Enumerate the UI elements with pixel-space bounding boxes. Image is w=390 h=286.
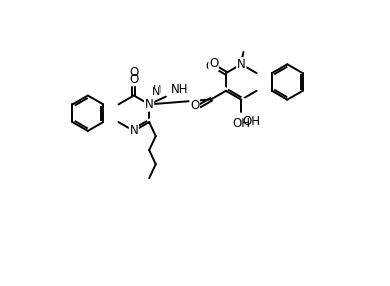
Text: N: N	[237, 58, 246, 71]
Text: N: N	[145, 98, 154, 111]
Text: O: O	[129, 66, 138, 79]
Text: OH: OH	[232, 117, 250, 130]
Text: O: O	[190, 99, 199, 112]
Text: N: N	[237, 58, 246, 71]
Text: N: N	[145, 98, 154, 111]
Text: N: N	[129, 124, 138, 138]
Text: O: O	[190, 99, 199, 112]
Text: O: O	[209, 57, 218, 70]
Text: N: N	[129, 124, 138, 138]
Text: NH: NH	[171, 82, 189, 95]
Text: H: H	[153, 85, 162, 95]
Text: O: O	[129, 73, 138, 86]
Text: OH: OH	[243, 115, 261, 128]
Text: N: N	[152, 87, 160, 97]
Text: O: O	[206, 59, 215, 73]
Text: NH: NH	[171, 83, 189, 96]
